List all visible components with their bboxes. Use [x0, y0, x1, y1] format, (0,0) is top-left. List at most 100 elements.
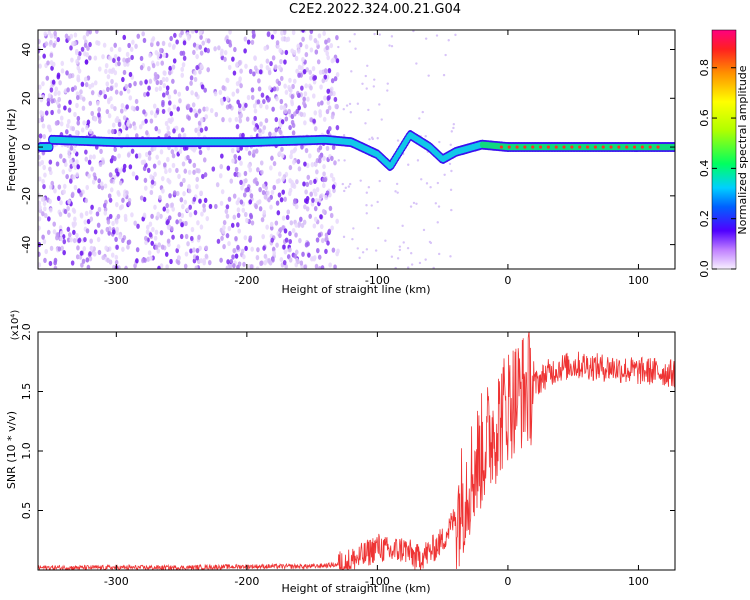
spectrogram-noise-cell [83, 76, 88, 82]
spectrogram-noise-cell [147, 66, 151, 72]
spectrogram-noise-cell [318, 197, 322, 203]
spectrogram-noise-cell [289, 149, 294, 155]
spectrogram-noise-cell [158, 85, 163, 92]
spectrogram-noise-cell [141, 31, 145, 37]
spectrogram-noise-cell [269, 60, 273, 67]
spectrogram-noise-cell [233, 46, 237, 53]
spectrogram-noise-cell [93, 175, 98, 181]
spectrogram-noise-cell [114, 236, 118, 242]
spectrogram-noise-cell [295, 179, 299, 185]
spectrogram-noise-cell [232, 263, 236, 269]
spectrogram-noise-cell [157, 128, 161, 134]
spectrogram-noise-cell [300, 85, 304, 91]
spectrogram-noise-cell [149, 174, 153, 180]
colorbar: 0.0 0.2 0.4 0.6 0.8 Normalized spectral ampl… [698, 29, 749, 278]
spectrogram-noise-cell [148, 232, 153, 238]
spectrogram-noise-cell [330, 225, 334, 231]
spectrogram-noise-cell [203, 172, 208, 178]
spectrogram-noise-cell [62, 189, 66, 195]
spectrogram-noise-cell [77, 55, 81, 61]
spectrogram-noise-cell [235, 124, 240, 130]
spectrogram-noise-cell [376, 137, 379, 140]
spectrogram-noise-cell [115, 244, 119, 250]
spectrogram-noise-cell [129, 46, 134, 52]
spectrogram-noise-cell [195, 255, 200, 261]
spectrogram-noise-cell [84, 197, 89, 204]
spectrogram-noise-cell [412, 201, 416, 205]
spectrogram-noise-cell [319, 84, 323, 90]
spectrogram-noise-cell [406, 246, 410, 250]
spectrogram-noise-cell [47, 124, 52, 130]
spectrogram-noise-cell [88, 128, 93, 135]
spectrogram-noise-cell [330, 78, 335, 84]
spectrogram-noise-cell [239, 199, 244, 205]
spectrogram-noise-cell [193, 70, 197, 76]
spectrogram-noise-cell [278, 150, 282, 156]
spectrogram-noise-cell [61, 169, 66, 175]
spectrogram-noise-cell [301, 30, 305, 33]
spectrogram-noise-cell [237, 172, 242, 178]
spectrogram-noise-cell [143, 177, 148, 183]
spectrogram-noise-cell [191, 102, 196, 108]
spectrogram-noise-cell [437, 205, 441, 208]
spectrogram-noise-cell [176, 244, 181, 250]
spectrogram-noise-cell [43, 212, 48, 219]
snr-series-line [38, 332, 675, 570]
spectrogram-noise-cell [75, 159, 79, 165]
spectrogram-noise-cell [168, 100, 172, 106]
spectrogram-noise-cell [139, 55, 144, 62]
spectrogram-noise-cell [241, 207, 246, 213]
spectrogram-noise-cell [88, 154, 93, 160]
spectrogram-noise-cell [74, 129, 79, 136]
spectrogram-noise-cell [331, 247, 336, 253]
spectrogram-noise-cell [54, 120, 59, 126]
spectrogram-noise-cell [297, 105, 301, 111]
spectrogram-noise-cell [308, 35, 313, 41]
spectrogram-noise-cell [299, 111, 304, 117]
spectrogram-noise-cell [49, 33, 54, 39]
spectrogram-noise-cell [78, 254, 83, 260]
spectrogram-noise-cell [272, 184, 277, 191]
spectrogram-noise-cell [148, 78, 153, 84]
spectrogram-noise-cell [73, 216, 77, 222]
spectrogram-noise-cell [435, 34, 439, 37]
spectrogram-noise-cell [401, 224, 404, 228]
spectrogram-noise-cell [46, 101, 51, 107]
spectrogram-noise-cell [325, 190, 330, 196]
spectrogram-noise-cell [84, 210, 89, 216]
spectrogram-noise-cell [283, 59, 287, 65]
spectrogram-noise-cell [171, 78, 175, 84]
spectrogram-noise-cell [260, 92, 265, 98]
spectrogram-noise-cell [263, 45, 268, 52]
spectrogram-noise-cell [142, 37, 147, 44]
spectrogram-noise-cell [314, 49, 319, 55]
spectrogram-noise-cell [306, 96, 310, 102]
spectrogram-noise-cell [343, 189, 346, 193]
spectrogram-noise-cell [80, 127, 85, 133]
spectrogram-noise-cell [452, 126, 455, 130]
spectrogram-noise-cell [67, 73, 72, 79]
spectrogram-noise-cell [233, 154, 238, 160]
spectrogram-noise-cell [420, 178, 423, 181]
spectrogram-noise-cell [150, 37, 155, 44]
spectrogram-noise-cell [378, 179, 381, 183]
spectrogram-noise-cell [279, 75, 284, 82]
spectrogram-noise-cell [345, 104, 349, 107]
spectrogram-noise-cell [142, 109, 146, 115]
spectrogram-noise-cell [278, 232, 282, 239]
spectrogram-noise-cell [242, 254, 246, 260]
spectrogram-noise-cell [352, 227, 355, 230]
spectrogram-noise-cell [65, 173, 69, 180]
spectrogram-noise-cell [317, 158, 322, 164]
spectrogram-noise-cell [163, 70, 167, 76]
spectrogram-noise-cell [67, 118, 71, 125]
spectrogram-noise-cell [134, 153, 139, 159]
spectrogram-noise-cell [228, 103, 232, 109]
spectrogram-noise-cell [117, 131, 122, 137]
spectrogram-noise-cell [275, 200, 280, 206]
spectrogram-noise-cell [333, 76, 338, 82]
spectrogram-noise-cell [136, 223, 140, 229]
spectrogram-noise-cell [69, 237, 73, 243]
spectrogram-noise-cell [335, 58, 340, 64]
spectrogram-noise-cell [176, 259, 181, 266]
